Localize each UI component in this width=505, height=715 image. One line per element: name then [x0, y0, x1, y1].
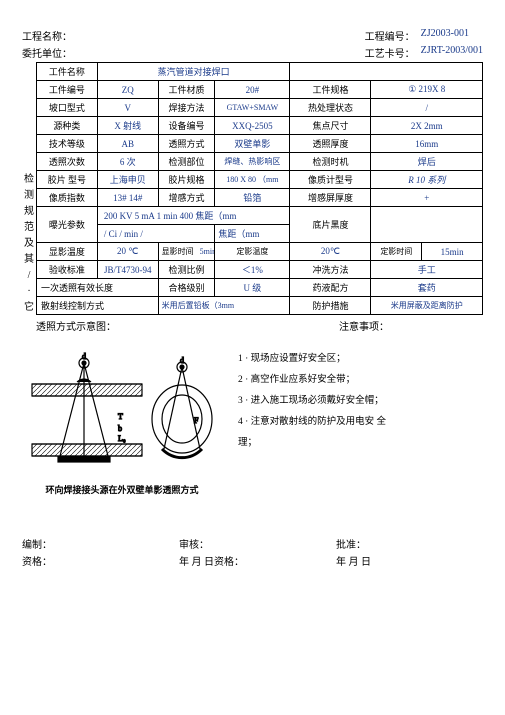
table-row: 像质指数13# 14# 增感方式铅箔 增感屏厚度+ — [37, 189, 483, 207]
table-row: 透照次数6 次 检测部位焊缝、热影响区 检测时机焊后 — [37, 153, 483, 171]
svg-text:F: F — [194, 416, 199, 425]
table-row: 验收标准JB/T4730-94 检测比例＜1% 冲洗方法手工 — [37, 261, 483, 279]
proj-code-label: 工程编号： — [365, 28, 421, 43]
radiography-diagram: d T b L₀ d F 环向焊接 — [22, 349, 222, 496]
proj-code: ZJ2003-001 — [421, 28, 469, 43]
card-no: ZJRT-2003/001 — [421, 45, 483, 60]
note-item: 理； — [238, 433, 483, 454]
card-label: 工艺卡号： — [365, 45, 421, 60]
proj-name-label: 工程名称： — [22, 28, 72, 43]
table-row: 源种类X 射线 设备编号XXQ-2505 焦点尺寸2X 2mm — [37, 117, 483, 135]
sig-review: 审核： — [179, 536, 326, 551]
client-label: 委托单位： — [22, 45, 72, 60]
sig-date1: 年 月 日资格： — [179, 553, 326, 568]
table-row: 工件编号ZQ 工件材质20# 工件规格① 219X 8 — [37, 81, 483, 99]
notes-list: 1 · 现场应设置好安全区； 2 · 高空作业应系好安全带； 3 · 进入施工现… — [232, 349, 483, 496]
diagram-caption: 环向焊接接头源在外双壁单影透照方式 — [22, 483, 222, 496]
svg-text:L₀: L₀ — [118, 434, 126, 443]
table-row: 技术等级AB 透照方式双壁单影 透照厚度16mm — [37, 135, 483, 153]
table-row: 曝光参数 200 KV 5 mA 1 min 400 焦距（mm 底片黑度 — [37, 207, 483, 225]
sig-approve: 批准： — [336, 536, 483, 551]
table-row: 坡口型式V 焊接方法GTAW+SMAW 热处理状态/ — [37, 99, 483, 117]
note-item: 2 · 高空作业应系好安全带； — [238, 370, 483, 391]
table-row: 显影温度 20 ℃ 显影时间 5min 定影温度 20℃ 定影时间 15min — [37, 243, 483, 261]
svg-text:d: d — [180, 356, 184, 365]
note-item: 3 · 进入施工现场必须戴好安全帽； — [238, 391, 483, 412]
diagram-title: 透照方式示意图： — [36, 318, 116, 333]
sig-qual1: 资格： — [22, 553, 169, 568]
signature-block: 编制： 审核： 批准： 资格： 年 月 日资格： 年 月 日 — [22, 536, 483, 568]
spec-table: 工件名称 蒸汽管道对接焊口 工件编号ZQ 工件材质20# 工件规格① 219X … — [36, 62, 483, 315]
notes-title: 注意事项： — [339, 318, 389, 333]
svg-text:b: b — [118, 424, 122, 433]
sig-date2: 年 月 日 — [336, 553, 483, 568]
note-item: 1 · 现场应设置好安全区； — [238, 349, 483, 370]
svg-text:T: T — [118, 412, 123, 421]
sig-compile: 编制： — [22, 536, 169, 551]
side-label: 检 测 规 范 及 其 / · 它 — [22, 62, 36, 316]
table-row: 一次透照有效长度 合格级别U 级 药液配方套药 — [37, 279, 483, 297]
svg-text:d: d — [82, 352, 86, 361]
table-row: 工件名称 蒸汽管道对接焊口 — [37, 63, 483, 81]
note-item: 4 · 注意对散射线的防护及用电安 全 — [238, 412, 483, 433]
table-row: 散射线控制方式 米用后置铅板（3mm 防护措施 米用屏蔽及距离防护 — [37, 297, 483, 315]
table-row: 胶片 型号上海申贝 胶片规格180 X 80 （mm 像质计型号R 10 系列 — [37, 171, 483, 189]
